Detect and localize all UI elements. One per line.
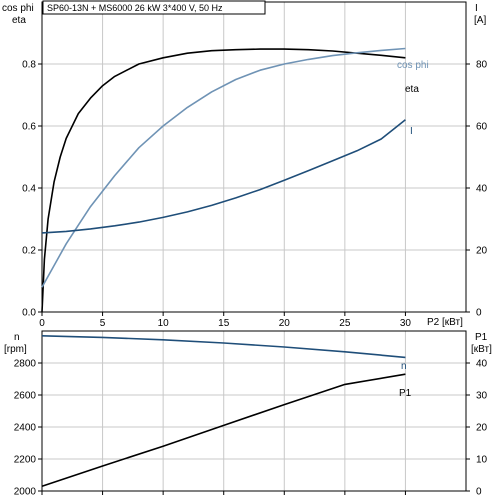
y-axis-label-right-1: P1: [475, 332, 488, 343]
y-tick-label-right: 20: [476, 246, 488, 257]
x-tick-label: 25: [339, 318, 351, 329]
y-axis-label-left-2: [rpm]: [4, 344, 27, 355]
series-label-n: n: [401, 361, 407, 372]
y-tick-label-left: 0.0: [22, 308, 36, 319]
y-tick-label-right: 40: [476, 359, 488, 370]
y-axis-label-right-1: I: [475, 3, 478, 14]
series-line-p1: [41, 373, 406, 487]
y-axis-label-left-1: cos phi: [2, 3, 34, 14]
y-axis-label-right-2: [кВт]: [471, 344, 492, 355]
y-axis-label-right-2: [A]: [474, 15, 486, 26]
series-line-n: [41, 335, 406, 359]
x-axis-label: P2 [кВт]: [427, 317, 463, 328]
y-tick-label-right: 20: [476, 423, 488, 434]
y-tick-label-left: 2600: [14, 391, 37, 402]
y-tick-label-right: 60: [476, 122, 488, 133]
y-tick-label-left: 0.2: [22, 246, 36, 257]
plot-frame: [41, 330, 467, 492]
x-tick-label: 10: [158, 318, 170, 329]
y-tick-label-left: 2200: [14, 455, 37, 466]
y-tick-label-left: 2000: [14, 487, 37, 498]
y-tick-label-right: 80: [476, 60, 488, 71]
series-line-i: [41, 119, 406, 234]
series-label-eta: eta: [405, 84, 419, 95]
series-line-eta: [41, 48, 406, 313]
series-label-i: I: [410, 126, 413, 137]
y-tick-label-left: 0.4: [22, 184, 36, 195]
y-tick-label-right: 40: [476, 184, 488, 195]
series-label-cos-phi: cos phi: [397, 60, 429, 71]
x-tick-label: 20: [279, 318, 291, 329]
y-tick-label-left: 0.6: [22, 122, 36, 133]
series-label-p1: P1: [399, 388, 412, 399]
y-axis-label-left-2: eta: [12, 15, 26, 26]
title-box: [42, 0, 266, 15]
y-tick-label-left: 2400: [14, 423, 37, 434]
y-tick-label-right: 0: [476, 308, 482, 319]
series-line-cos-phi: [41, 47, 406, 288]
y-tick-label-right: 10: [476, 455, 488, 466]
y-tick-label-left: 0.8: [22, 60, 36, 71]
x-tick-label: 30: [400, 318, 412, 329]
x-tick-label: 0: [39, 318, 45, 329]
y-tick-label-left: 2800: [14, 359, 37, 370]
x-tick-label: 5: [100, 318, 106, 329]
x-tick-label: 15: [218, 318, 230, 329]
y-tick-label-right: 30: [476, 391, 488, 402]
chart-title: SP60-13N + MS6000 26 kW 3*400 V, 50 Hz: [47, 3, 223, 13]
y-tick-label-right: 0: [476, 487, 482, 498]
y-axis-label-left-1: n: [14, 332, 20, 343]
